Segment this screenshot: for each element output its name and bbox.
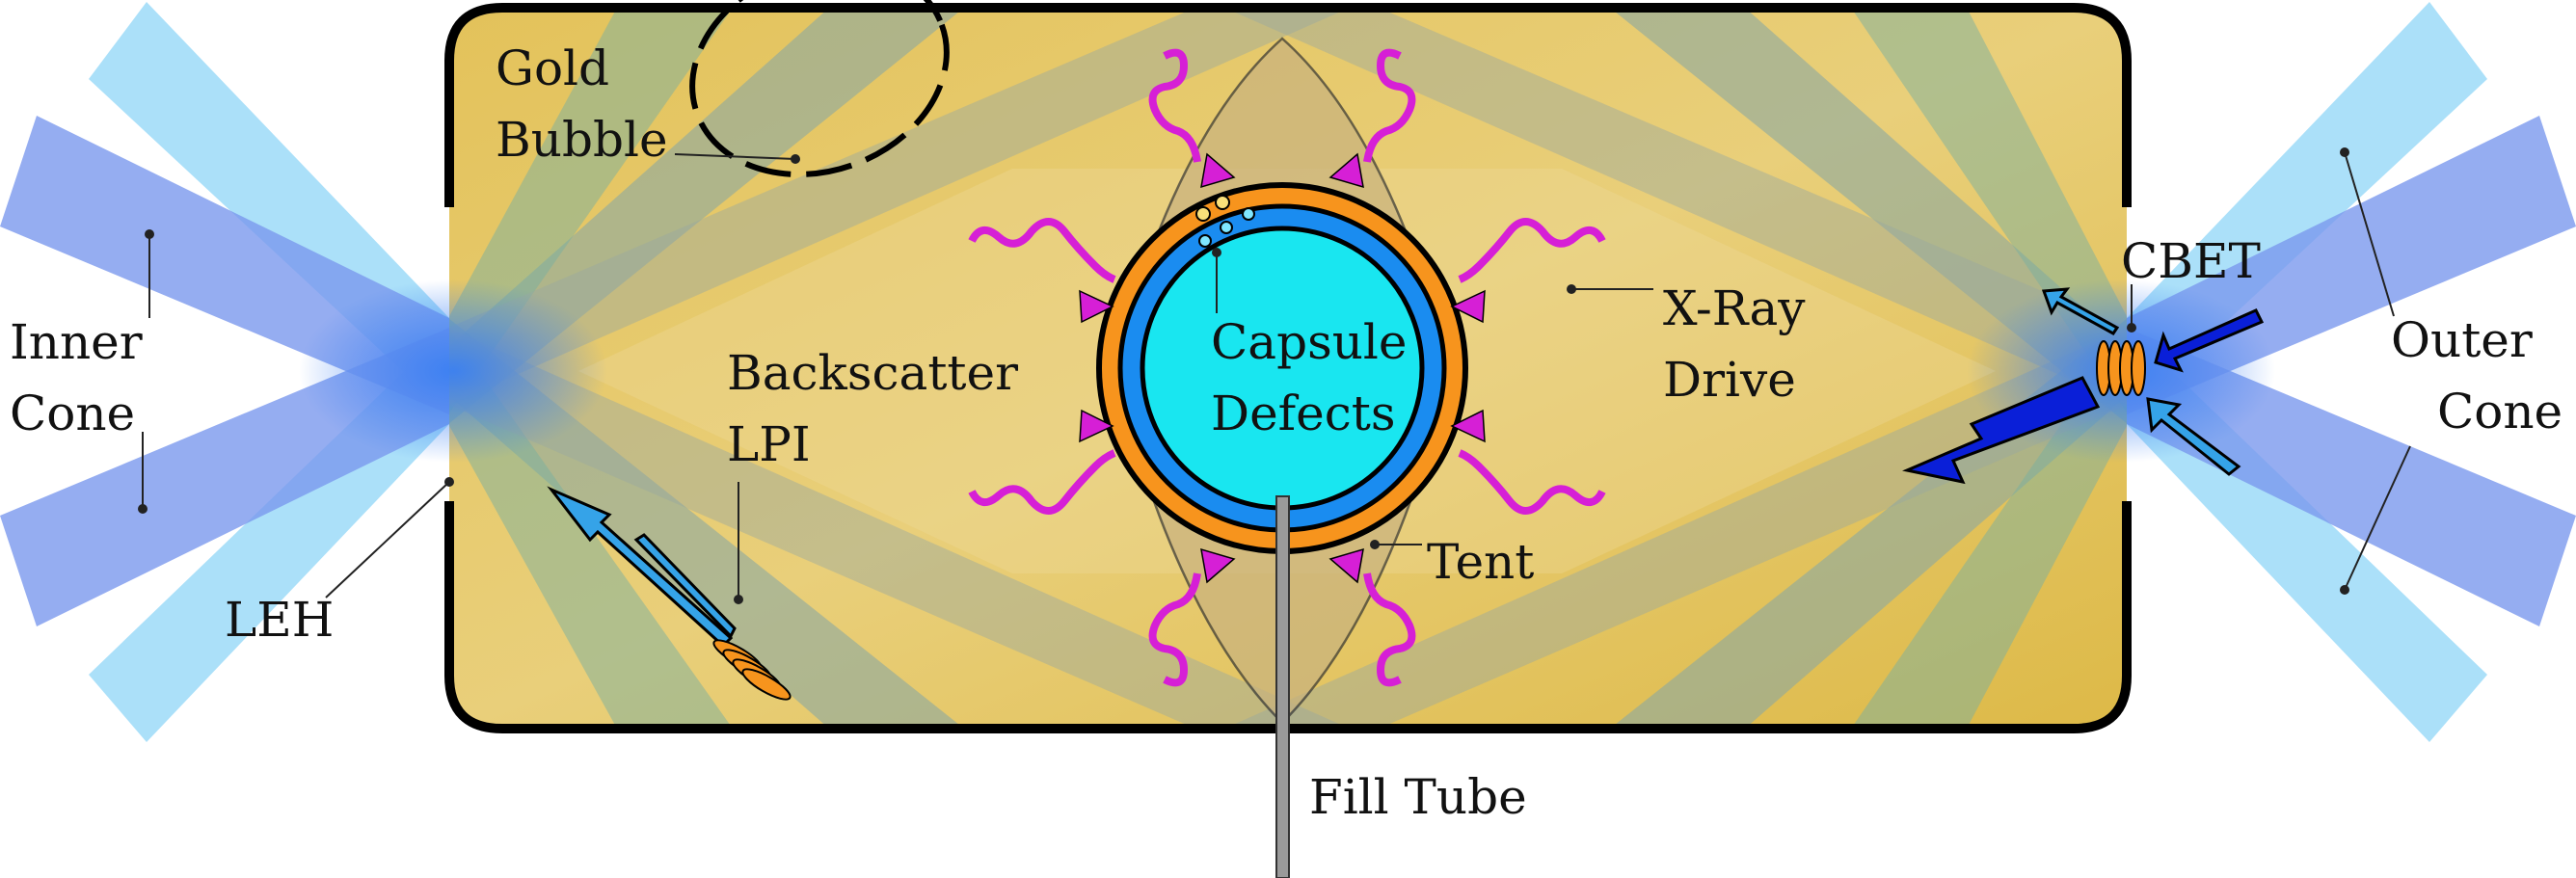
defect-dot — [1215, 195, 1230, 210]
defect-dot — [1195, 206, 1211, 222]
defect-dot — [1220, 221, 1233, 234]
xray-arrow-right-lower — [1450, 409, 1606, 515]
xray-arrow-right-upper — [1450, 218, 1606, 324]
label-inner-cone-line2: Cone — [10, 386, 135, 441]
label-inner-cone-line1: Inner — [10, 314, 143, 370]
xray-arrow-top-left — [1148, 48, 1236, 189]
label-tent: Tent — [1427, 534, 1534, 590]
xray-arrow-left-lower — [968, 409, 1116, 515]
cbet-large-arrow — [1902, 376, 2101, 485]
cbet-arrow-in-top — [2154, 308, 2265, 373]
xray-arrow-bottom-left — [1148, 547, 1236, 687]
backscatter-waves — [712, 639, 792, 701]
cbet-arrow-out — [2041, 287, 2120, 335]
right-beam-to-bottom — [1224, 328, 2127, 729]
cbet-waves — [2096, 340, 2146, 396]
cbet-arrow-in-bottom — [2146, 397, 2241, 476]
label-backscatter-line1: Backscatter — [727, 345, 1018, 401]
gold-bubble — [689, 0, 950, 177]
right-beam-to-top — [1224, 8, 2127, 405]
label-xray-drive-line2: Drive — [1663, 352, 1796, 408]
capsule-defects-leader-dot — [1212, 248, 1221, 257]
leader-lines — [138, 147, 2411, 604]
label-xray-drive-line1: X-Ray — [1663, 280, 1806, 336]
outer-cone-leader-top-dot — [2340, 147, 2349, 157]
wall-outline — [444, 3, 2132, 207]
leh-leader — [325, 481, 450, 599]
label-capsule-defects-line1: Capsule — [1211, 314, 1408, 370]
backscatter-arrow-thin — [633, 533, 737, 639]
left-beam-to-bottom — [449, 328, 1350, 729]
outer-cone-leader-top — [2344, 151, 2395, 317]
cbet-leader-dot — [2127, 323, 2136, 333]
label-outer-cone-line2: Cone — [2437, 384, 2563, 439]
left-external-beams — [0, 2, 607, 742]
label-outer-cone-line1: Outer — [2391, 312, 2533, 368]
xray-drive-leader-dot — [1567, 284, 1576, 294]
outer-cone-leader-bottom-dot — [2340, 585, 2349, 595]
xray-arrow-left-upper — [968, 218, 1116, 324]
left-focus-spot — [299, 279, 607, 463]
xray-arrows — [968, 48, 1606, 687]
label-fill-tube: Fill Tube — [1309, 769, 1527, 825]
label-cbet: CBET — [2121, 233, 2261, 289]
label-gold-bubble-line1: Gold — [496, 40, 609, 96]
labels: Gold Bubble Inner Cone Outer Cone Backsc… — [10, 40, 2563, 825]
outer-cone-leader-bottom — [2344, 445, 2411, 591]
cbet — [1902, 287, 2265, 485]
leh-leader-dot — [444, 477, 454, 487]
xray-arrow-top-right — [1328, 48, 1416, 189]
backscatter-leader-dot — [734, 595, 743, 604]
gold-bubble-leader-dot — [791, 154, 800, 164]
defect-dot — [1242, 207, 1255, 221]
label-backscatter-line2: LPI — [727, 416, 811, 472]
gold-bubble-leader — [674, 153, 796, 160]
defect-dot — [1198, 234, 1212, 248]
left-beam-to-top — [449, 8, 1350, 405]
fill-tube — [1275, 495, 1290, 878]
tent-leader-dot — [1370, 540, 1380, 549]
label-leh: LEH — [225, 592, 334, 648]
inner-cone-leader-top-dot — [145, 229, 154, 239]
inner-cone-leader-bottom-dot — [138, 504, 148, 514]
xray-arrow-bottom-right — [1328, 547, 1416, 687]
backscatter-lpi — [547, 486, 792, 701]
backscatter-arrow — [547, 486, 734, 649]
label-gold-bubble-line2: Bubble — [496, 112, 668, 168]
label-capsule-defects-line2: Defects — [1211, 386, 1396, 441]
